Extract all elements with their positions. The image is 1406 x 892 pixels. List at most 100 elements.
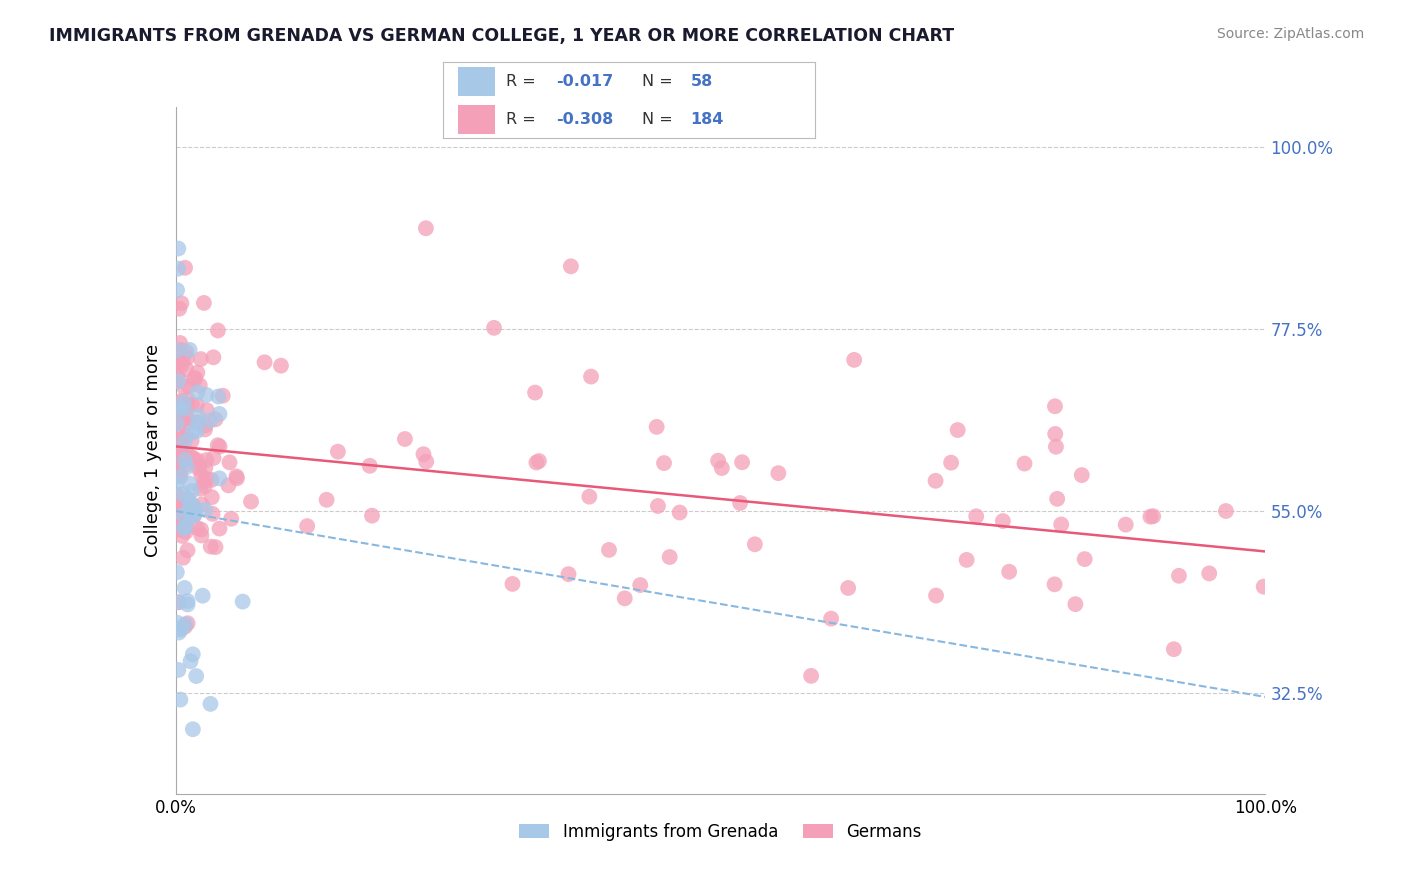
Point <box>200 697 222 711</box>
Point <box>190 498 212 512</box>
Point <box>186 424 208 438</box>
Point <box>1070 468 1092 483</box>
Point <box>188 378 211 392</box>
Point <box>1142 509 1164 524</box>
Point <box>173 453 195 467</box>
Point <box>482 321 505 335</box>
Point <box>186 521 208 535</box>
Point <box>177 500 200 515</box>
Point <box>174 617 197 632</box>
Point <box>169 502 191 516</box>
Point <box>177 411 200 425</box>
Point <box>176 594 198 608</box>
Point <box>186 416 208 430</box>
Y-axis label: College, 1 year or more: College, 1 year or more <box>143 344 162 557</box>
Point <box>1064 597 1087 611</box>
Point <box>710 461 733 475</box>
Point <box>166 283 188 297</box>
Point <box>174 362 197 376</box>
Point <box>166 513 188 527</box>
Point <box>560 260 582 274</box>
Point <box>177 491 200 506</box>
Point <box>169 374 191 388</box>
Point <box>170 486 193 500</box>
Point <box>167 595 190 609</box>
Point <box>167 374 190 388</box>
Point <box>924 474 946 488</box>
Point <box>579 369 602 384</box>
Text: N =: N = <box>643 112 678 127</box>
Point <box>195 388 218 402</box>
Point <box>1163 642 1185 657</box>
Point <box>167 625 190 640</box>
Point <box>170 343 193 357</box>
FancyBboxPatch shape <box>458 105 495 134</box>
Point <box>170 296 193 310</box>
Point <box>217 478 239 492</box>
Point <box>837 581 859 595</box>
Text: R =: R = <box>506 112 541 127</box>
Point <box>193 475 215 489</box>
Point <box>195 472 218 486</box>
Point <box>415 454 437 468</box>
Point <box>194 418 217 433</box>
Point <box>613 591 636 606</box>
Point <box>174 260 197 275</box>
Point <box>172 427 194 442</box>
Point <box>200 473 222 487</box>
Point <box>166 411 188 425</box>
Point <box>176 543 198 558</box>
Point <box>172 508 194 523</box>
Point <box>179 476 201 491</box>
Point <box>207 323 229 337</box>
Point <box>191 589 214 603</box>
Point <box>181 502 204 516</box>
Point <box>169 452 191 467</box>
Point <box>169 467 191 482</box>
Point <box>524 385 547 400</box>
Text: -0.017: -0.017 <box>557 74 614 89</box>
Point <box>177 398 200 412</box>
Point <box>744 537 766 551</box>
Point <box>731 455 754 469</box>
Point <box>172 353 194 368</box>
Point <box>184 371 207 385</box>
Point <box>946 423 969 437</box>
Point <box>253 355 276 369</box>
Point <box>184 371 207 385</box>
Point <box>194 479 217 493</box>
Point <box>169 401 191 416</box>
Point <box>186 453 208 467</box>
Point <box>174 520 197 534</box>
Point <box>173 402 195 417</box>
Point <box>170 432 193 446</box>
Point <box>167 415 190 429</box>
Point <box>557 567 579 582</box>
Point <box>169 354 191 368</box>
Point <box>167 517 190 532</box>
Point <box>1073 552 1095 566</box>
Point <box>183 500 205 515</box>
Point <box>184 504 207 518</box>
Point <box>820 612 842 626</box>
Point <box>201 507 224 521</box>
Point <box>183 508 205 523</box>
Point <box>166 453 188 467</box>
Point <box>925 589 948 603</box>
Point <box>326 444 349 458</box>
Point <box>173 394 195 409</box>
Point <box>174 620 197 634</box>
Point <box>173 381 195 395</box>
Point <box>1198 566 1220 581</box>
Point <box>174 409 197 423</box>
Point <box>502 577 524 591</box>
Point <box>181 648 204 662</box>
Point <box>169 301 191 316</box>
Point <box>939 456 962 470</box>
Point <box>167 261 190 276</box>
Point <box>180 434 202 448</box>
Point <box>1046 491 1069 506</box>
Point <box>955 553 977 567</box>
Point <box>167 470 190 484</box>
Point <box>166 566 188 580</box>
